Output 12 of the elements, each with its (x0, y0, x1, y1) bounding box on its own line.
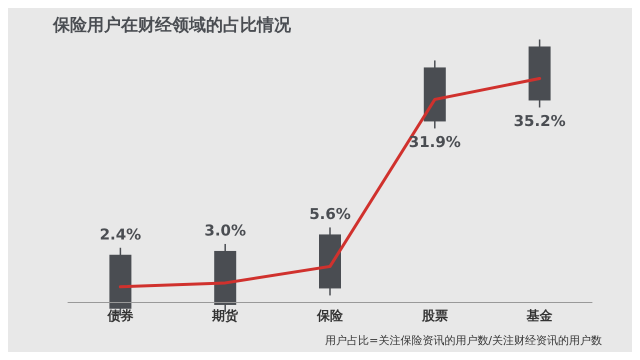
data-label: 5.6% (309, 204, 351, 223)
data-label: 3.0% (204, 221, 246, 240)
x-tick-label: 债券 (106, 309, 134, 324)
x-tick-label: 保险 (316, 309, 344, 324)
data-label: 31.9% (408, 132, 461, 151)
x-tick-label: 股票 (420, 309, 448, 324)
text: 用户占比=关注保险资讯的用户数/关注财经资讯的用户数 (325, 334, 602, 347)
data-label: 2.4% (100, 225, 142, 244)
data-label: 35.2% (514, 112, 566, 130)
chart-title: 保险用户在财经领域的占比情况 (52, 16, 292, 36)
x-tick-label: 基金 (526, 309, 554, 324)
x-tick-label: 期货 (211, 308, 240, 324)
